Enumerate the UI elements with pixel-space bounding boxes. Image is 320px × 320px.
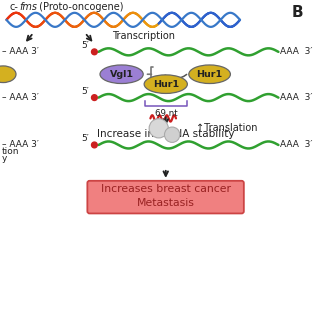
Text: c-: c-: [10, 2, 19, 12]
Ellipse shape: [189, 65, 230, 84]
Ellipse shape: [0, 66, 16, 83]
Text: – AAA 3′: – AAA 3′: [2, 47, 38, 56]
Circle shape: [92, 49, 97, 55]
Text: Hur1: Hur1: [196, 70, 223, 79]
Text: 5′: 5′: [81, 134, 89, 143]
Circle shape: [149, 119, 168, 138]
Text: (Proto-oncogene): (Proto-oncogene): [36, 2, 123, 12]
Ellipse shape: [144, 75, 188, 93]
Text: Transcription: Transcription: [112, 31, 175, 41]
Text: fms: fms: [20, 2, 38, 12]
Text: – AAA 3′: – AAA 3′: [2, 93, 38, 102]
Text: AAA  3′: AAA 3′: [280, 93, 312, 102]
Circle shape: [92, 142, 97, 148]
Text: Hur1: Hur1: [153, 80, 179, 89]
Text: B: B: [292, 5, 303, 20]
Text: 5′: 5′: [81, 87, 89, 96]
Text: tion: tion: [2, 148, 19, 156]
Text: AAA  3′: AAA 3′: [280, 47, 312, 56]
FancyBboxPatch shape: [87, 181, 244, 213]
Text: 5′: 5′: [81, 41, 89, 50]
Text: Vgl1: Vgl1: [109, 70, 134, 79]
Text: 69 nt: 69 nt: [155, 109, 177, 118]
Ellipse shape: [100, 65, 143, 84]
Text: Increases breast cancer
Metastasis: Increases breast cancer Metastasis: [101, 184, 231, 209]
Circle shape: [92, 95, 97, 100]
Text: y: y: [2, 154, 7, 163]
Text: ↑Translation: ↑Translation: [196, 123, 258, 133]
Circle shape: [164, 127, 180, 142]
Text: Increase in mRNA stability: Increase in mRNA stability: [97, 129, 235, 139]
Text: AAA  3′: AAA 3′: [280, 140, 312, 149]
Text: – AAA 3′: – AAA 3′: [2, 140, 38, 149]
